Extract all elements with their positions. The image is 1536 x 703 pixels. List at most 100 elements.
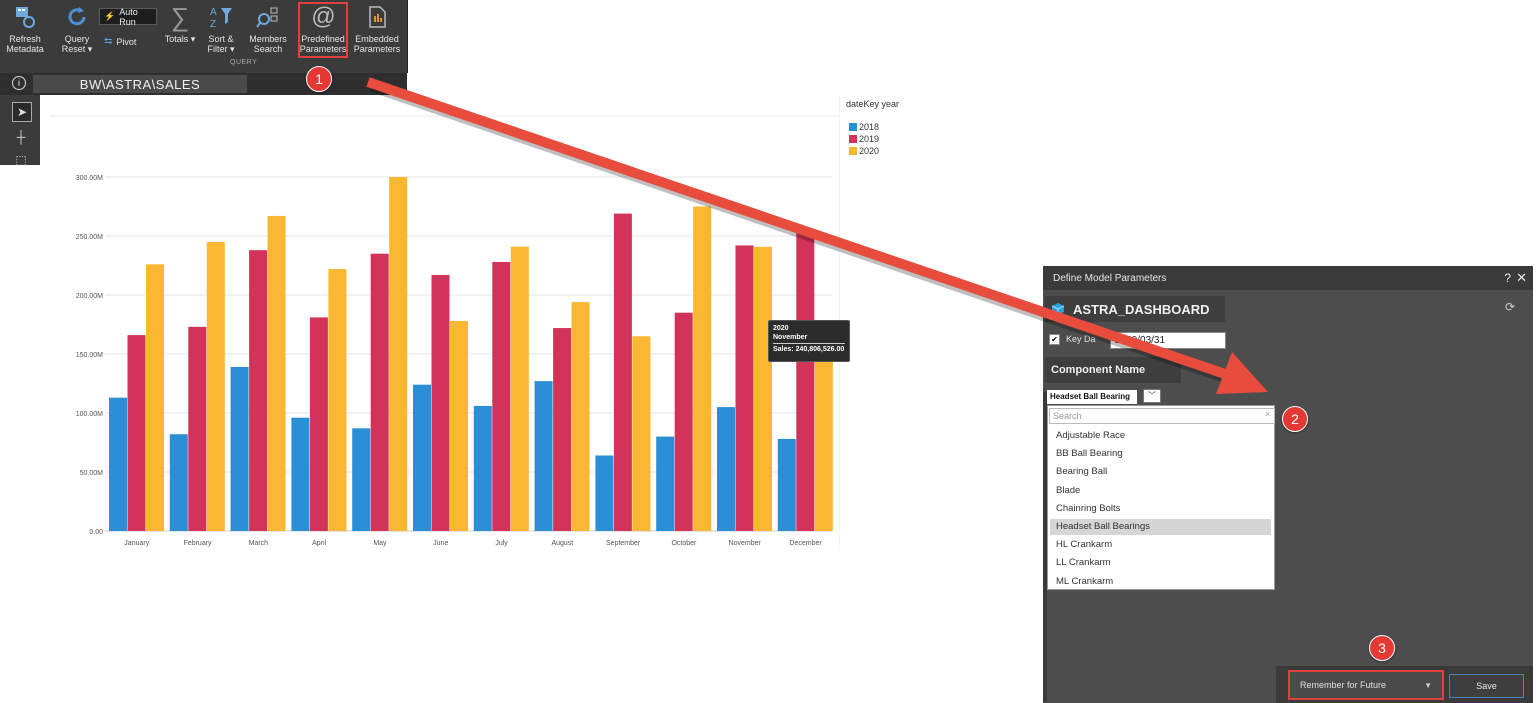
bar-2018-september[interactable] <box>595 455 614 531</box>
dropdown-option[interactable]: ML Crankarm <box>1056 575 1114 587</box>
key-date-input[interactable]: 2020/03/31 <box>1110 332 1226 349</box>
bar-2019-september[interactable] <box>613 213 632 531</box>
x-tick-label: May <box>373 540 387 547</box>
refresh-metadata-label: Refresh Metadata <box>6 34 44 54</box>
x-tick-label: July <box>495 540 508 547</box>
bar-2019-march[interactable] <box>249 250 268 531</box>
crosshair-tool-icon[interactable]: ┼ <box>16 130 26 144</box>
dropdown-option[interactable]: Blade <box>1056 484 1081 496</box>
lightning-icon: ⚡ <box>104 11 116 21</box>
bar-2018-july[interactable] <box>473 405 492 531</box>
y-tick-label: 0.00 <box>89 529 103 536</box>
legend-label: 2019 <box>859 134 880 144</box>
help-icon[interactable]: ? <box>1504 271 1511 285</box>
bar-2018-november[interactable] <box>717 407 735 531</box>
tooltip-month: November <box>773 334 808 341</box>
bar-2018-october[interactable] <box>656 436 675 531</box>
close-icon[interactable]: ✕ <box>1516 270 1527 285</box>
predefined-parameters-button[interactable]: @ Predefined Parameters <box>300 2 347 64</box>
bar-2018-may[interactable] <box>352 428 371 531</box>
bar-2020-july[interactable] <box>510 246 529 531</box>
key-date-label: Key Da <box>1066 334 1096 344</box>
pointer-tool-icon[interactable]: ➤ <box>12 102 32 122</box>
pivot-icon: ⇆ <box>104 36 113 47</box>
chart-tooltip: 2020 November Sales: 240,806,526.00 <box>768 320 850 362</box>
members-search-label: Members Search <box>249 34 287 54</box>
pivot-toggle[interactable]: ⇆ Pivot <box>104 36 136 47</box>
bar-2020-january[interactable] <box>146 264 164 531</box>
legend-swatch <box>849 123 857 131</box>
legend-title: dateKey year <box>846 99 900 109</box>
bar-2018-april[interactable] <box>291 417 310 531</box>
info-icon[interactable]: i <box>12 76 26 90</box>
key-date-checkbox[interactable]: ✔ <box>1049 334 1060 345</box>
y-tick-label: 300.00M <box>76 175 103 182</box>
bar-2019-may[interactable] <box>370 253 389 531</box>
bar-2020-december[interactable] <box>814 335 833 531</box>
report-title[interactable]: BW\ASTRA\SALES <box>33 75 247 93</box>
bar-2018-december[interactable] <box>777 438 796 531</box>
bar-2020-march[interactable] <box>267 215 286 531</box>
dropdown-option[interactable]: Chainring Bolts <box>1056 502 1121 514</box>
bar-2018-january[interactable] <box>109 397 127 531</box>
bar-2018-march[interactable] <box>230 366 249 531</box>
dropdown-option[interactable]: Headset Ball Bearings <box>1050 519 1271 535</box>
bar-2018-august[interactable] <box>534 381 553 531</box>
bar-2019-june[interactable] <box>431 274 450 531</box>
clear-search-icon[interactable]: × <box>1265 409 1271 419</box>
chevron-down-icon[interactable]: ﹀ <box>1143 389 1161 403</box>
dropdown-option[interactable]: HL Crankarm <box>1056 539 1113 551</box>
bar-2019-january[interactable] <box>127 335 146 531</box>
remember-for-future-select[interactable]: Remember for Future ▼ <box>1288 670 1444 700</box>
query-reset-button[interactable]: Query Reset ▾ <box>60 2 94 64</box>
svg-text:A: A <box>210 7 217 18</box>
embedded-parameters-label: Embedded Parameters <box>353 34 401 54</box>
bar-2020-november[interactable] <box>754 246 772 531</box>
legend-item-2019[interactable]: 2019 <box>849 134 879 144</box>
bar-2019-july[interactable] <box>492 261 511 531</box>
bar-2019-february[interactable] <box>188 326 207 531</box>
bar-2018-february[interactable] <box>169 434 188 531</box>
y-tick-label: 200.00M <box>76 293 103 300</box>
bar-2019-october[interactable] <box>674 312 693 531</box>
auto-run-button[interactable]: ⚡ Auto Run <box>99 6 157 27</box>
sales-bar-chart: 0.00 50.00M 100.00M 150.00M 200.00M 250.00M 30… <box>50 95 840 550</box>
totals-label: Totals ▾ <box>164 34 196 44</box>
auto-run-label: Auto Run <box>119 6 138 27</box>
bar-2020-june[interactable] <box>450 320 468 531</box>
cube-icon <box>1051 303 1065 315</box>
bar-2020-september[interactable] <box>632 336 651 531</box>
bar-2020-may[interactable] <box>389 177 408 531</box>
members-search-button[interactable]: Members Search <box>248 2 288 64</box>
legend-item-2018[interactable]: 2018 <box>849 122 879 132</box>
bar-2019-august[interactable] <box>553 328 572 531</box>
bar-2020-october[interactable] <box>693 206 712 532</box>
dialog-left-strip <box>1043 392 1047 702</box>
tool-strip: ➤ ┼ ⬚ <box>0 95 40 167</box>
dialog-header: Define Model Parameters ? ✕ <box>1043 266 1533 290</box>
component-select-value[interactable]: Headset Ball Bearing <box>1047 390 1137 404</box>
marquee-select-icon[interactable]: ⬚ <box>15 153 27 167</box>
bar-2020-august[interactable] <box>571 302 590 531</box>
bar-2019-november[interactable] <box>735 245 754 531</box>
embedded-parameters-button[interactable]: Embedded Parameters <box>352 2 402 64</box>
refresh-metadata-button[interactable]: Refresh Metadata <box>4 2 46 64</box>
bar-2020-april[interactable] <box>328 269 347 531</box>
bar-2019-december[interactable] <box>796 230 815 531</box>
refresh-icon[interactable]: ⟳ <box>1505 300 1516 314</box>
bar-2018-june[interactable] <box>413 384 431 531</box>
dropdown-option[interactable]: Bearing Ball <box>1056 466 1108 478</box>
dropdown-option[interactable]: BB Ball Bearing <box>1056 448 1123 460</box>
legend-item-2020[interactable]: 2020 <box>849 146 879 156</box>
totals-button[interactable]: ∑ Totals ▾ <box>163 2 197 64</box>
tooltip-year: 2020 <box>773 325 789 332</box>
save-button[interactable]: Save <box>1449 674 1524 698</box>
dropdown-search-input[interactable]: Search <box>1049 408 1275 424</box>
bar-2020-february[interactable] <box>206 241 225 531</box>
bar-2019-april[interactable] <box>309 317 328 531</box>
dropdown-option[interactable]: LL Crankarm <box>1056 557 1111 569</box>
dropdown-option[interactable]: Adjustable Race <box>1056 430 1126 441</box>
svg-text:Z: Z <box>210 19 216 30</box>
